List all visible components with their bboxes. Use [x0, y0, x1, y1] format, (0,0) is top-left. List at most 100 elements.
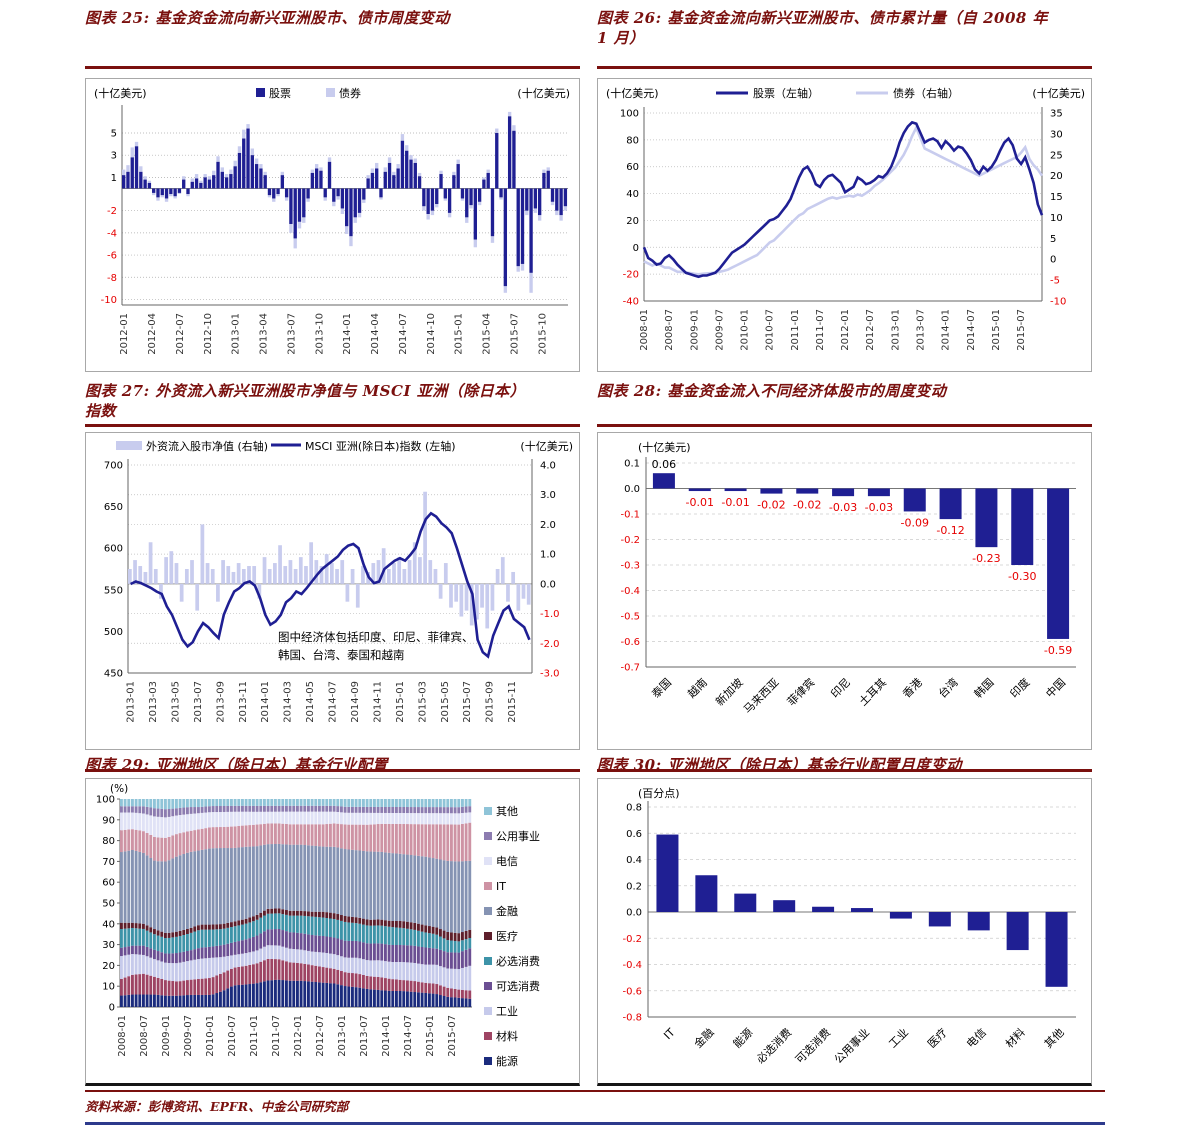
svg-text:2015-07: 2015-07: [462, 681, 473, 723]
source-note: 资料来源：彭博资讯、EPFR、中金公司研究部: [85, 1099, 349, 1114]
svg-text:-0.7: -0.7: [620, 663, 640, 674]
svg-text:材料: 材料: [1002, 1025, 1027, 1050]
bar: [443, 188, 447, 199]
bar: [272, 198, 276, 202]
bar: [375, 168, 379, 189]
svg-text:40: 40: [102, 919, 115, 930]
bar: [443, 198, 447, 201]
bar: [252, 566, 257, 584]
bar: [205, 563, 210, 584]
bar: [456, 159, 460, 165]
svg-text:0.0: 0.0: [624, 484, 640, 495]
bar: [306, 188, 310, 199]
bar: [330, 563, 334, 584]
svg-text:外资流入股市净值 (右轴): 外资流入股市净值 (右轴): [146, 439, 268, 453]
bar: [469, 583, 474, 626]
svg-text:2013-01: 2013-01: [231, 313, 242, 355]
bar: [499, 197, 503, 200]
bar: [550, 188, 555, 202]
bar: [276, 188, 280, 195]
bar: [529, 188, 533, 273]
bar: [851, 908, 873, 912]
bar: [1011, 488, 1034, 565]
svg-text:2.0: 2.0: [540, 520, 556, 531]
chart-box-fig28: (十亿美元) 0.1 0.0 -0.1 -0.2 -0.3 -0.4 -0.5 -0.6 -0.7…: [597, 432, 1092, 750]
svg-text:-0.5: -0.5: [620, 612, 640, 623]
bar: [207, 176, 212, 180]
bar: [130, 147, 134, 158]
bar: [297, 188, 302, 222]
bar: [353, 217, 357, 223]
svg-text:-0.12: -0.12: [936, 524, 964, 537]
bar: [362, 199, 366, 203]
svg-text:2009-01: 2009-01: [161, 1015, 172, 1057]
bar: [332, 188, 336, 202]
svg-text:-0.01: -0.01: [721, 496, 749, 509]
bar: [796, 488, 819, 494]
bar: [220, 171, 224, 189]
svg-text:2011-01: 2011-01: [790, 309, 801, 351]
svg-text:2012-10: 2012-10: [203, 313, 214, 355]
svg-text:-0.2: -0.2: [622, 934, 642, 945]
svg-text:2014-11: 2014-11: [372, 681, 383, 723]
bar: [153, 569, 158, 584]
bar: [302, 217, 306, 223]
svg-text:0.0: 0.0: [540, 579, 556, 590]
bar: [473, 239, 477, 248]
bar: [417, 176, 422, 189]
bar: [349, 188, 353, 237]
figure-title: 图表 25: 基金资金流向新兴亚洲股市、债市周度变动: [85, 9, 450, 27]
svg-text:80: 80: [102, 836, 115, 847]
bar: [409, 159, 413, 189]
bar: [280, 171, 285, 176]
bar: [304, 566, 308, 584]
bar: [426, 188, 430, 214]
bar: [126, 171, 130, 189]
bar: [207, 179, 212, 189]
svg-text:越南: 越南: [684, 675, 709, 700]
bar: [1006, 912, 1029, 951]
bar: [460, 188, 465, 199]
bar: [928, 912, 951, 927]
bar: [475, 583, 479, 620]
bar: [246, 128, 250, 189]
svg-text:10: 10: [102, 982, 115, 993]
bar: [133, 560, 137, 584]
bar: [128, 569, 132, 584]
svg-text:2009-01: 2009-01: [689, 309, 700, 351]
bar: [212, 175, 216, 189]
bar: [314, 560, 319, 584]
bar: [550, 201, 555, 206]
bar: [224, 174, 229, 178]
svg-text:2008-01: 2008-01: [117, 1015, 128, 1057]
bar: [231, 571, 236, 584]
svg-text:2013-09: 2013-09: [215, 681, 226, 723]
svg-text:印尼: 印尼: [828, 676, 853, 701]
bar: [156, 188, 160, 198]
bar: [350, 569, 355, 584]
bar: [428, 560, 433, 584]
bar: [537, 215, 542, 221]
bar: [533, 208, 538, 213]
title-rule: [597, 769, 1092, 772]
svg-text:台湾: 台湾: [935, 675, 960, 700]
svg-text:0.1: 0.1: [624, 459, 640, 470]
svg-text:3.0: 3.0: [540, 490, 556, 501]
svg-text:-40: -40: [623, 297, 639, 308]
bar: [210, 569, 215, 584]
figure-29: 图表 29: 亚洲地区（除日本）基金行业配置: [85, 755, 580, 775]
bar: [147, 182, 152, 189]
svg-text:1: 1: [111, 173, 117, 184]
bar: [379, 197, 383, 200]
fund-flow-cumulative-chart: (十亿美元) (十亿美元)股票（左轴） 债券（右轴）100806040200-20-…: [606, 86, 1085, 351]
svg-text:2011-01: 2011-01: [249, 1015, 260, 1057]
bar: [293, 238, 297, 249]
svg-text:-2.0: -2.0: [540, 639, 560, 650]
bar: [555, 210, 559, 216]
bar: [486, 169, 490, 173]
bar: [438, 583, 443, 599]
svg-text:2011-07: 2011-07: [815, 309, 826, 351]
svg-text:600: 600: [104, 544, 123, 555]
svg-text:2014-01: 2014-01: [342, 313, 353, 355]
